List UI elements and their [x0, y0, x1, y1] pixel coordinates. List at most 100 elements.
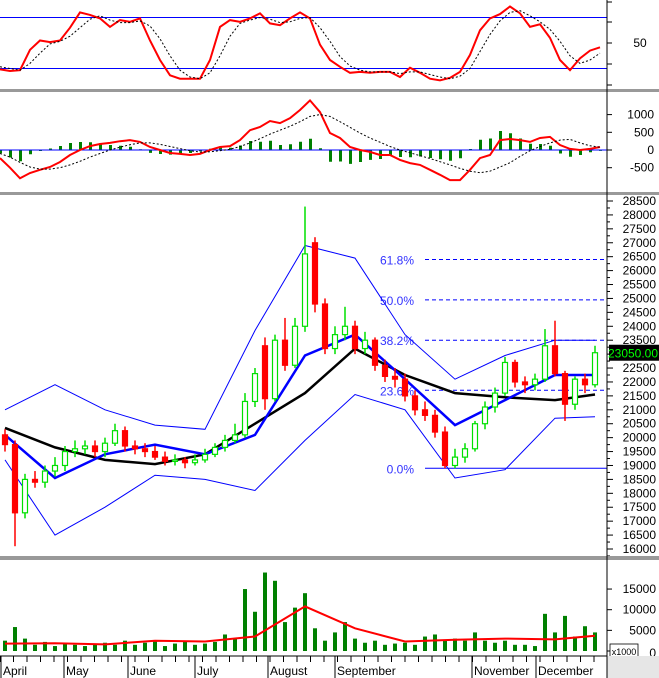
- candle-body: [431, 414, 439, 433]
- volume-bar: [353, 638, 357, 651]
- macd-histogram-bar: [269, 140, 272, 150]
- candle-body: [311, 242, 319, 305]
- candle-body: [101, 442, 109, 453]
- candle-body: [581, 378, 589, 386]
- macd-histogram-bar: [129, 146, 132, 150]
- candle-body: [421, 409, 429, 416]
- price-panel: 61.8%50.0%38.2%23.6%0.0%2850028000275002…: [1, 194, 659, 557]
- candle-body: [451, 456, 459, 467]
- volume-bar: [103, 642, 107, 651]
- volume-bar: [323, 640, 327, 651]
- macd-histogram-bar: [259, 141, 262, 150]
- month-label: April: [3, 664, 27, 678]
- candle-body: [71, 448, 79, 453]
- macd-histogram-bar: [549, 145, 552, 150]
- macd-histogram-bar: [509, 133, 512, 150]
- volume-bar: [363, 642, 367, 651]
- macd-histogram-bar: [309, 138, 312, 150]
- candle-body: [551, 345, 559, 375]
- macd-histogram-bar: [59, 146, 62, 150]
- macd-histogram-bar: [179, 150, 182, 154]
- month-label: November: [474, 664, 529, 678]
- month-label: December: [538, 664, 593, 678]
- macd-histogram-bar: [589, 150, 592, 153]
- volume-bar: [513, 644, 517, 651]
- stochastic-k-line: [0, 5, 601, 82]
- price-tick-label: 27000: [623, 236, 657, 250]
- volume-bar: [213, 641, 217, 651]
- candle-body: [331, 334, 339, 350]
- volume-bar: [493, 642, 497, 651]
- volume-tick-label: 0: [649, 646, 656, 660]
- macd-histogram-bar: [119, 145, 122, 150]
- volume-bar: [273, 580, 277, 651]
- candle-body: [461, 448, 469, 458]
- candle-body: [371, 339, 379, 366]
- volume-tick-label: 5000: [629, 623, 656, 637]
- macd-histogram-bar: [149, 150, 152, 153]
- volume-bar: [13, 627, 17, 651]
- macd-histogram-bar: [519, 138, 522, 150]
- macd-histogram-bar: [0, 150, 2, 154]
- macd-histogram-bar: [529, 143, 532, 150]
- price-tick-label: 25500: [623, 278, 657, 292]
- volume-bar: [123, 640, 127, 651]
- volume-bar: [73, 644, 77, 651]
- volume-bar: [163, 646, 167, 651]
- macd-histogram-bar: [449, 150, 452, 161]
- macd-histogram-bar: [9, 150, 12, 158]
- price-tick-label: 24000: [623, 319, 657, 333]
- macd-histogram-bar: [189, 150, 192, 153]
- macd-histogram-bar: [249, 141, 252, 150]
- fibonacci-level-label: 0.0%: [387, 462, 415, 476]
- macd-histogram-bar: [49, 148, 52, 150]
- macd-histogram-bar: [299, 141, 302, 150]
- candle-body: [91, 445, 99, 453]
- volume-bar: [293, 607, 297, 651]
- volume-bar: [43, 641, 47, 651]
- macd-histogram-bar: [409, 150, 412, 158]
- volume-bar: [253, 611, 257, 651]
- candle-body: [591, 352, 599, 386]
- candle-body: [561, 373, 569, 405]
- macd-line: [0, 98, 601, 182]
- price-tick-label: 28500: [623, 194, 657, 208]
- price-tick-label: 26000: [623, 264, 657, 278]
- candle-body: [121, 430, 129, 447]
- price-tick-label: 16500: [623, 528, 657, 542]
- candle-body: [41, 470, 49, 483]
- candle-body: [151, 450, 159, 458]
- candle-body: [191, 459, 199, 464]
- volume-bar: [393, 643, 397, 651]
- volume-unit-label: x1000: [612, 647, 637, 657]
- macd-histogram-bar: [489, 138, 492, 150]
- volume-bar: [503, 640, 507, 651]
- candle-body: [341, 325, 349, 336]
- volume-bar: [223, 634, 227, 651]
- macd-tick-label: -500: [630, 161, 654, 175]
- candle-body: [321, 303, 329, 350]
- macd-histogram-bar: [389, 150, 392, 156]
- price-tick-label: 27500: [623, 222, 657, 236]
- volume-bar: [423, 636, 427, 651]
- candle-body: [131, 445, 139, 450]
- macd-histogram-bar: [349, 150, 352, 164]
- candle-body: [81, 445, 89, 450]
- price-tick-label: 26500: [623, 250, 657, 264]
- macd-histogram-bar: [279, 145, 282, 150]
- volume-tick-label: 10000: [623, 603, 657, 617]
- volume-bar: [463, 640, 467, 651]
- price-tick-label: 24500: [623, 305, 657, 319]
- volume-tick-label: 15000: [623, 582, 657, 596]
- macd-histogram-bar: [559, 150, 562, 154]
- candle-body: [381, 364, 389, 377]
- macd-histogram-bar: [459, 150, 462, 159]
- axis-corner: [607, 656, 659, 678]
- macd-histogram-bar: [29, 150, 32, 155]
- volume-bar: [173, 643, 177, 651]
- macd-histogram-bar: [479, 139, 482, 150]
- macd-histogram-bar: [159, 150, 162, 154]
- volume-bar: [383, 644, 387, 651]
- price-tick-label: 19500: [623, 445, 657, 459]
